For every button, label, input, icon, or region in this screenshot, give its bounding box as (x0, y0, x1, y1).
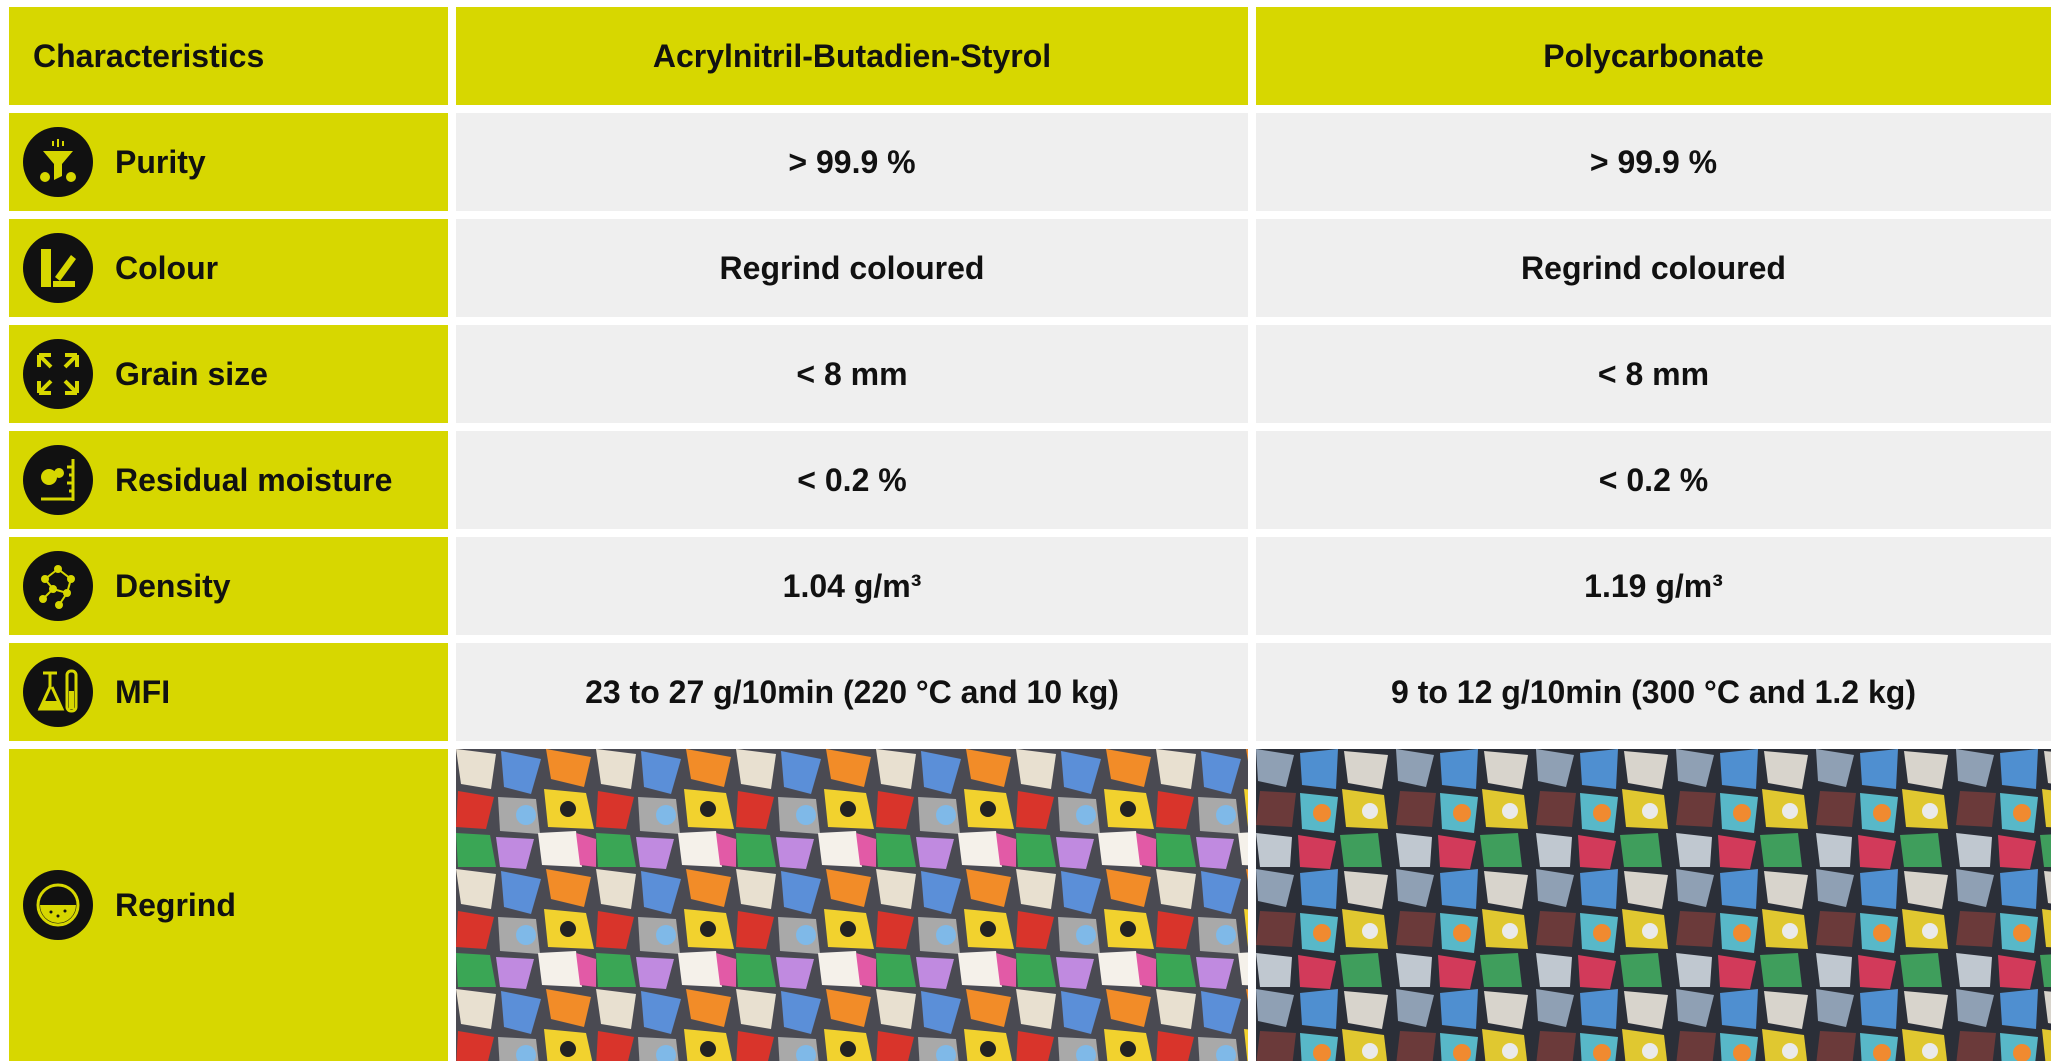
row-label: Regrind (115, 887, 236, 924)
value-text: > 99.9 % (1590, 144, 1717, 181)
row-label-cell: Density (9, 537, 448, 635)
icon (23, 551, 93, 621)
header-cell: Characteristics (9, 7, 448, 105)
value-cell: < 0.2 % (1256, 431, 2051, 529)
value-text: < 0.2 % (797, 462, 906, 499)
value-text: 1.04 g/m³ (783, 568, 922, 605)
row-label: Density (115, 568, 231, 605)
icon (23, 870, 93, 940)
row-label-cell: Colour (9, 219, 448, 317)
value-cell: > 99.9 % (1256, 113, 2051, 211)
header-text: Polycarbonate (1543, 38, 1764, 75)
row-label: Purity (115, 144, 206, 181)
value-cell: < 8 mm (456, 325, 1248, 423)
icon (23, 233, 93, 303)
value-text: < 8 mm (796, 356, 907, 393)
value-cell: < 0.2 % (456, 431, 1248, 529)
header-text: Characteristics (33, 38, 264, 75)
row-label-cell: Residual moisture (9, 431, 448, 529)
value-text: < 0.2 % (1599, 462, 1708, 499)
value-cell: Regrind coloured (456, 219, 1248, 317)
row-label: MFI (115, 674, 170, 711)
row-label-cell: Grain size (9, 325, 448, 423)
row-label: Colour (115, 250, 218, 287)
value-cell: 1.19 g/m³ (1256, 537, 2051, 635)
value-cell: Regrind coloured (1256, 219, 2051, 317)
row-label: Grain size (115, 356, 268, 393)
value-text: 1.19 g/m³ (1584, 568, 1723, 605)
header-cell: Polycarbonate (1256, 7, 2051, 105)
regrind-photo (456, 749, 1248, 1061)
header-cell: Acrylnitril-Butadien-Styrol (456, 7, 1248, 105)
header-text: Acrylnitril-Butadien-Styrol (653, 38, 1051, 75)
value-text: Regrind coloured (1521, 250, 1786, 287)
row-label: Residual moisture (115, 462, 392, 499)
page: {"table": { "header": ["Characteristics"… (0, 0, 2054, 1061)
row-label-cell: Regrind (9, 749, 448, 1061)
value-cell: 23 to 27 g/10min (220 °C and 10 kg) (456, 643, 1248, 741)
value-text: 23 to 27 g/10min (220 °C and 10 kg) (585, 674, 1119, 711)
icon (23, 339, 93, 409)
icon (23, 657, 93, 727)
row-label-cell: Purity (9, 113, 448, 211)
value-text: Regrind coloured (720, 250, 985, 287)
regrind-photo (1256, 749, 2051, 1061)
value-cell: 9 to 12 g/10min (300 °C and 1.2 kg) (1256, 643, 2051, 741)
icon (23, 445, 93, 515)
value-text: > 99.9 % (788, 144, 915, 181)
value-cell: < 8 mm (1256, 325, 2051, 423)
value-cell: 1.04 g/m³ (456, 537, 1248, 635)
value-text: 9 to 12 g/10min (300 °C and 1.2 kg) (1391, 674, 1916, 711)
icon (23, 127, 93, 197)
value-text: < 8 mm (1598, 356, 1709, 393)
value-cell: > 99.9 % (456, 113, 1248, 211)
row-label-cell: MFI (9, 643, 448, 741)
